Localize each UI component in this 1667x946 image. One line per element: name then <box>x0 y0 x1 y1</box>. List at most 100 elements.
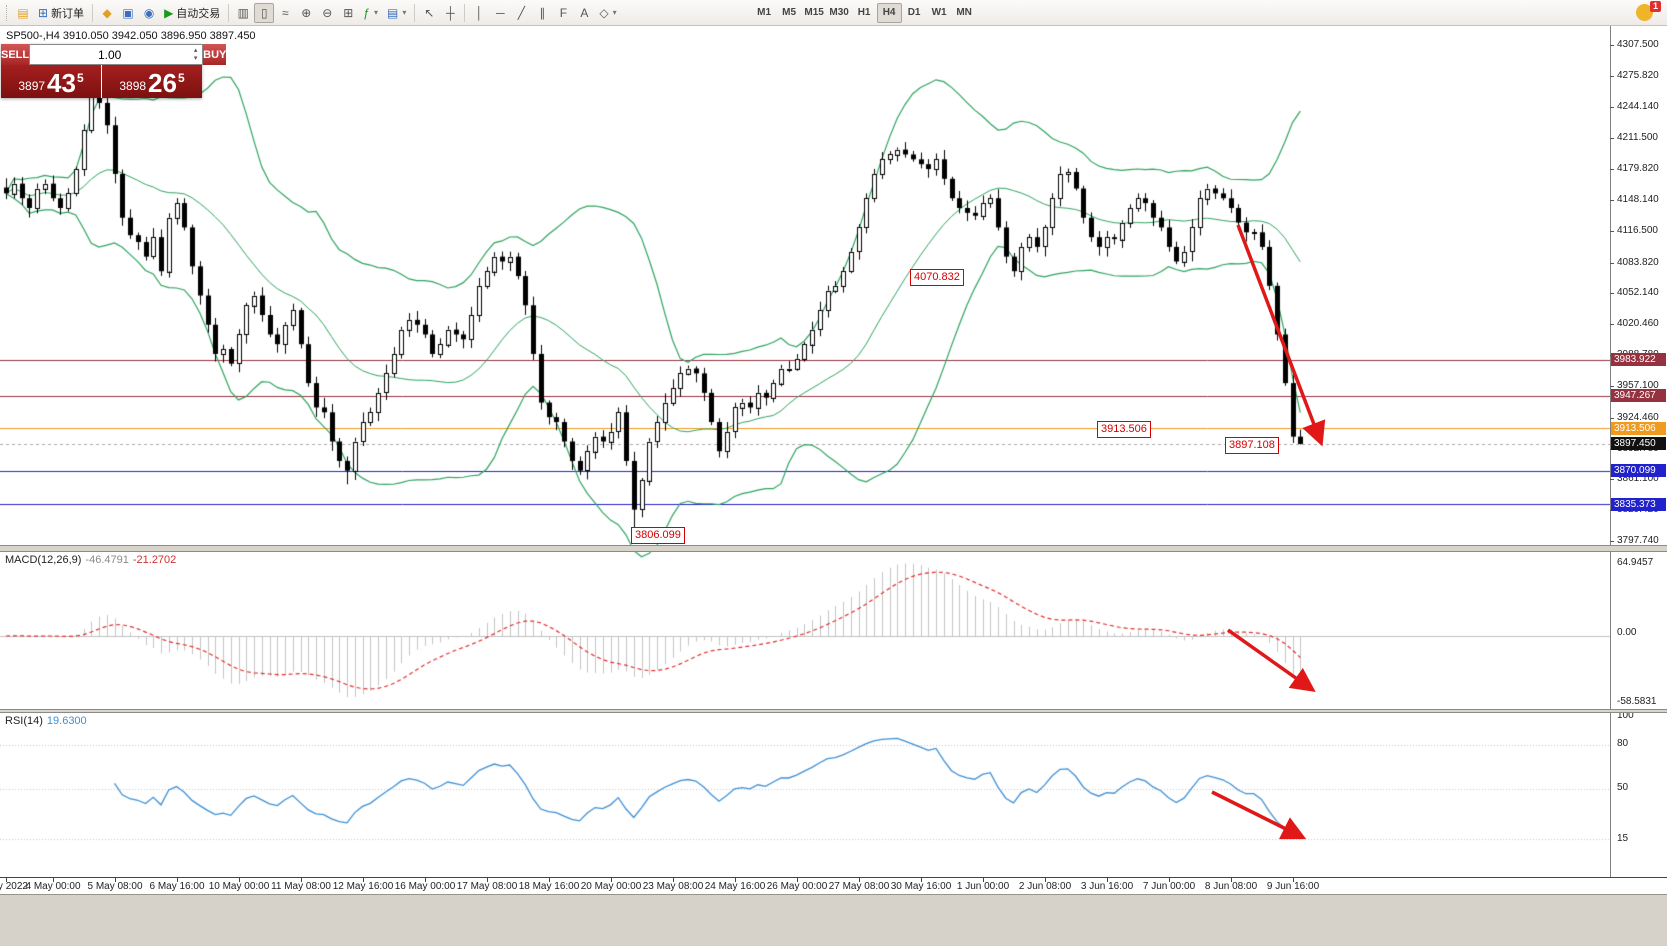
price-axis[interactable]: 4307.500 4275.820 4244.140 4211.500 4179.820… <box>1610 0 1667 946</box>
time-axis-label: 27 May 08:00 <box>828 881 890 892</box>
market-watch-button[interactable]: ◉ <box>139 3 159 23</box>
price-axis-label: 4020.460 <box>1617 318 1659 330</box>
autotrading-play-icon: ▶ <box>164 5 174 20</box>
terminal-logo-icon[interactable]: ▤ <box>13 3 33 23</box>
timeframe-m5[interactable]: M5 <box>782 7 797 18</box>
price-axis-label: 4083.820 <box>1617 256 1659 268</box>
rsi-indicator-label: RSI(14) 19.6300 <box>5 715 87 727</box>
sell-price-display[interactable]: 3897 43 5 <box>1 65 101 98</box>
profiles-button[interactable]: ◆ <box>97 3 117 23</box>
timeframe-d1[interactable]: D1 <box>907 7 921 18</box>
timeframe-mn[interactable]: MN <box>956 7 972 18</box>
toolbar-separator <box>414 3 416 22</box>
zoom-in-button[interactable]: ⊕ <box>296 3 316 23</box>
sell-price-prefix: 3897 <box>18 79 46 93</box>
shapes-icon: ◇ <box>599 5 609 20</box>
sell-price-big: 43 <box>47 68 76 99</box>
chevron-down-icon: ▾ <box>373 8 378 17</box>
zoom-out-icon: ⊖ <box>322 5 333 20</box>
horizontal-line-icon: ─ <box>496 5 505 20</box>
price-axis-label: 4244.140 <box>1617 100 1659 112</box>
volume-increase-button[interactable]: ▴ <box>193 46 198 54</box>
macd-axis-label: -58.5831 <box>1617 696 1657 707</box>
timeframe-w1[interactable]: W1 <box>931 7 947 18</box>
time-axis-label: 26 May 00:00 <box>766 881 828 892</box>
profiles-icon: ◆ <box>102 5 112 20</box>
price-level-badge: 3835.373 <box>1611 497 1666 511</box>
panel-separator-macd[interactable] <box>0 545 1667 552</box>
text-tool-button[interactable]: A <box>574 3 594 23</box>
channel-icon: ∥ <box>539 5 546 20</box>
toolbar-separator <box>92 3 94 22</box>
vertical-line-tool-button[interactable]: │ <box>469 3 489 23</box>
rsi-axis-label: 100 <box>1617 710 1634 721</box>
axis-tick <box>301 878 302 882</box>
symbol-info: SP500-,H4 3910.050 3942.050 3896.950 389… <box>6 30 256 42</box>
time-axis-label: 3 Jun 16:00 <box>1080 881 1134 892</box>
price-chart[interactable] <box>0 0 1610 946</box>
time-axis-label: 7 Jun 00:00 <box>1142 881 1196 892</box>
tile-windows-icon: ⊞ <box>343 5 354 20</box>
charts-button[interactable]: ▣ <box>118 3 138 23</box>
objects-button[interactable]: ▤ ▾ <box>383 3 410 23</box>
new-order-button[interactable]: ⊞ 新订单 <box>34 3 88 23</box>
price-annotation[interactable]: 3913.506 <box>1097 421 1151 438</box>
axis-tick <box>797 878 798 882</box>
time-axis-label: 1 Jun 00:00 <box>956 881 1010 892</box>
toolbar-grip[interactable] <box>6 4 10 21</box>
indicators-icon: ƒ <box>363 5 370 20</box>
price-axis-label: 4116.500 <box>1617 224 1658 236</box>
rsi-axis-label: 15 <box>1617 833 1629 844</box>
time-axis-label: 30 May 16:00 <box>890 881 952 892</box>
fibonacci-tool-button[interactable]: F <box>553 3 573 23</box>
price-axis-label: 3924.460 <box>1617 411 1659 423</box>
notifications-icon[interactable]: 1 <box>1636 1 1661 21</box>
time-axis-label: 2 Jun 08:00 <box>1018 881 1072 892</box>
buy-price-display[interactable]: 3898 26 5 <box>102 65 202 98</box>
bar-chart-button[interactable]: ▥ <box>233 3 253 23</box>
timeframe-m15[interactable]: M15 <box>804 7 824 18</box>
vertical-line-icon: │ <box>475 5 484 20</box>
volume-decrease-button[interactable]: ▾ <box>193 54 198 62</box>
time-axis-label: 17 May 08:00 <box>456 881 518 892</box>
volume-input[interactable] <box>30 46 190 63</box>
timeframe-group: M1 M5 M15 M30 H1 H4 D1 W1 MN <box>752 2 977 23</box>
crosshair-tool-button[interactable]: ┼ <box>440 3 460 23</box>
tile-windows-button[interactable]: ⊞ <box>338 3 358 23</box>
candlestick-chart-button[interactable]: ▯ <box>254 2 275 23</box>
buy-price-sup: 5 <box>177 71 185 85</box>
buy-button[interactable]: BUY <box>203 44 227 65</box>
rsi-axis-label: 80 <box>1617 738 1629 749</box>
price-annotation[interactable]: 3806.099 <box>631 527 685 544</box>
market-watch-icon: ◉ <box>143 5 155 20</box>
price-axis-border <box>1610 26 1611 878</box>
channel-tool-button[interactable]: ∥ <box>532 3 552 23</box>
trendline-tool-button[interactable]: ╱ <box>511 3 531 23</box>
cursor-tool-button[interactable]: ↖ <box>419 3 439 23</box>
axis-tick <box>1610 169 1614 170</box>
price-annotation[interactable]: 3897.108 <box>1225 437 1279 454</box>
timeframe-h1[interactable]: H1 <box>857 7 871 18</box>
indicators-button[interactable]: ƒ ▾ <box>359 3 382 23</box>
zoom-out-button[interactable]: ⊖ <box>317 3 337 23</box>
sell-price-sup: 5 <box>76 71 84 85</box>
sell-button[interactable]: SELL <box>1 44 30 65</box>
axis-tick <box>115 878 116 882</box>
horizontal-line-tool-button[interactable]: ─ <box>490 3 510 23</box>
price-annotation[interactable]: 4070.832 <box>910 269 964 286</box>
shapes-tool-button[interactable]: ◇ ▾ <box>595 3 620 23</box>
main-toolbar: ▤ ⊞ 新订单 ◆ ▣ ◉ ▶ 自动交易 ▥ ▯ ≈ ⊕ ⊖ ⊞ ƒ ▾ ▤ ▾… <box>0 0 1667 26</box>
buy-price-big: 26 <box>148 68 177 99</box>
axis-tick <box>177 878 178 882</box>
timeframe-h4[interactable]: H4 <box>876 2 902 23</box>
autotrading-button[interactable]: ▶ 自动交易 <box>160 3 224 23</box>
fibonacci-icon: F <box>559 5 568 20</box>
time-axis-label: 16 May 00:00 <box>394 881 456 892</box>
timeframe-m30[interactable]: M30 <box>829 7 849 18</box>
volume-field: ▴ ▾ <box>29 44 204 65</box>
panel-separator-rsi[interactable] <box>0 709 1667 713</box>
line-chart-button[interactable]: ≈ <box>275 3 295 23</box>
timeframe-m1[interactable]: M1 <box>757 7 772 18</box>
